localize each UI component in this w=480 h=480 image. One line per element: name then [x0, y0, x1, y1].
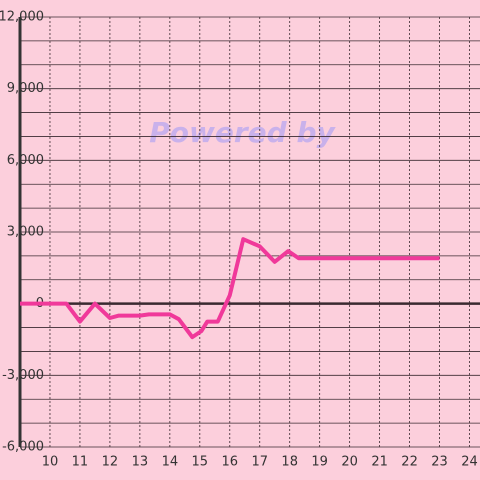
- x-tick-label: 14: [162, 455, 179, 470]
- x-tick-label: 10: [42, 455, 59, 470]
- x-tick-label: 18: [281, 455, 298, 470]
- x-tick-label: 20: [341, 455, 358, 470]
- x-tick-label: 19: [311, 455, 328, 470]
- x-tick-label: 13: [132, 455, 149, 470]
- x-tick-label: 15: [192, 455, 209, 470]
- x-tick-label: 23: [431, 455, 448, 470]
- y-tick-label: -6,000: [2, 440, 44, 455]
- watermark: Powered by: [149, 116, 336, 149]
- y-tick-label: 9,000: [7, 81, 44, 96]
- x-tick-label: 11: [72, 455, 89, 470]
- x-tick-label: 12: [102, 455, 119, 470]
- y-tick-label: 6,000: [7, 153, 44, 168]
- y-tick-label: 3,000: [7, 225, 44, 240]
- data-line: [20, 237, 440, 340]
- x-tick-label: 24: [461, 455, 478, 470]
- x-tick-label: 16: [221, 455, 238, 470]
- x-tick-label: 22: [401, 455, 418, 470]
- y-tick-label: -3,000: [2, 368, 44, 383]
- x-tick-label: 17: [251, 455, 268, 470]
- y-tick-label: 12,000: [0, 10, 44, 25]
- x-tick-label: 21: [371, 455, 388, 470]
